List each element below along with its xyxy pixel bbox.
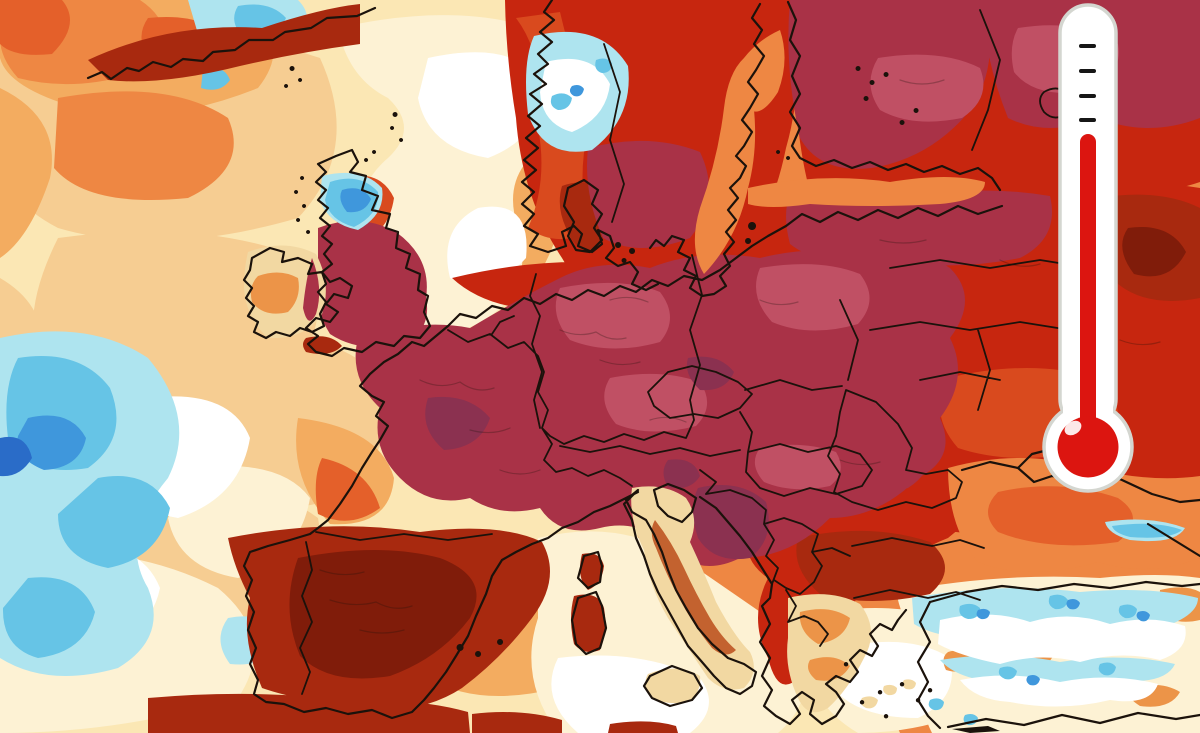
contour-blob — [0, 436, 32, 477]
contour-blob — [425, 356, 769, 560]
layer-apennine-mottle — [651, 520, 736, 655]
layer-cool-white — [540, 58, 1186, 707]
layer-coastlines — [86, 0, 1200, 730]
contour-blob — [333, 12, 1118, 458]
contour-blob — [694, 30, 1200, 572]
tick-mark — [1079, 118, 1096, 122]
thermometer-icon — [1042, 3, 1134, 493]
contour-blob — [2, 1, 653, 658]
layer-atlantic-deep-blue — [0, 436, 32, 477]
layer-maroon — [289, 227, 1186, 679]
layer-late-seas-orange — [694, 30, 1200, 572]
border-path — [299, 9, 1101, 695]
tick-mark — [1079, 44, 1096, 48]
tick-mark — [1079, 94, 1096, 98]
coastline-path — [86, 0, 1200, 730]
contour-blob — [17, 415, 86, 470]
contour-blob — [320, 31, 1198, 687]
layer-red-orange — [333, 12, 1118, 458]
layer-atlantic-blue — [17, 415, 86, 470]
contour-blob — [289, 227, 1186, 679]
layer-blacksea-deep — [988, 486, 1133, 546]
mercury-column — [1080, 134, 1096, 434]
tick-mark — [1079, 69, 1096, 73]
contour-blob — [540, 58, 1186, 707]
layer-crimson-dark — [425, 356, 769, 560]
contour-blob — [988, 486, 1133, 546]
layer-inner-borders — [299, 9, 1101, 695]
thermometer-mercury — [1057, 134, 1119, 478]
layer-cool-cyan-light — [320, 31, 1198, 687]
bulb-highlight — [1064, 420, 1082, 436]
layer-atlantic-cyan — [2, 1, 653, 658]
thermometer-ticks — [1079, 44, 1096, 122]
contour-blob — [651, 520, 736, 655]
